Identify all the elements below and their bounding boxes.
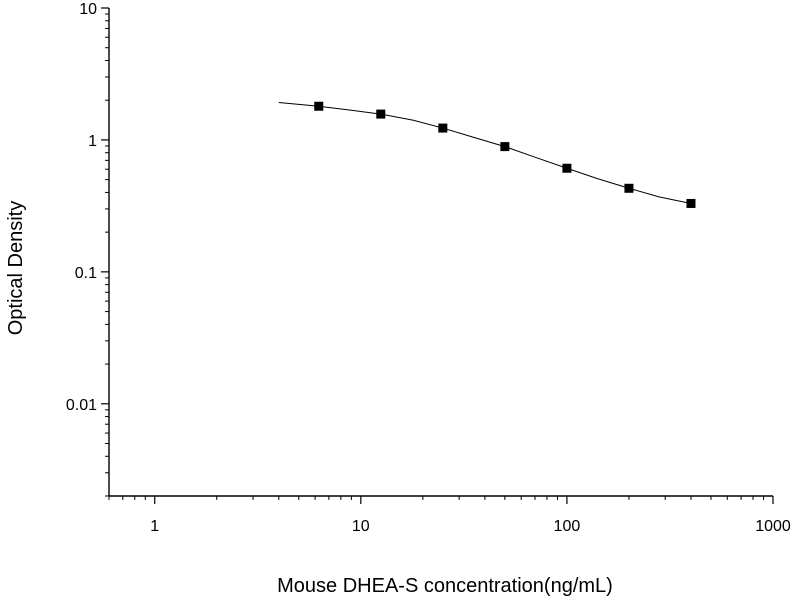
x-tick-label: 10 [352, 518, 370, 535]
data-point-marker [438, 123, 448, 133]
data-point-marker [686, 198, 696, 208]
y-axis-title: Optical Density [5, 201, 27, 336]
y-tick-label: 1 [88, 133, 97, 150]
data-point-marker [562, 163, 572, 173]
x-axis-title: Mouse DHEA-S concentration(ng/mL) [277, 575, 613, 597]
axes [108, 8, 773, 497]
x-tick-label: 1000 [755, 518, 791, 535]
x-ticks: 1 10 100 1000 [108, 496, 791, 535]
y-tick-label: 0.01 [66, 397, 97, 414]
y-ticks: 0.01 0.1 1 10 [66, 1, 109, 497]
x-tick-label: 100 [554, 518, 581, 535]
data-point-marker [376, 109, 386, 119]
x-tick-label: 1 [150, 518, 159, 535]
y-tick-label: 0.1 [75, 265, 97, 282]
y-tick-label: 10 [79, 1, 97, 18]
data-point-marker [500, 142, 510, 152]
data-point-marker [624, 183, 634, 193]
fit-curve-group [278, 102, 692, 204]
data-point-marker [314, 101, 324, 111]
data-points [314, 101, 696, 208]
fit-curve [278, 102, 692, 204]
